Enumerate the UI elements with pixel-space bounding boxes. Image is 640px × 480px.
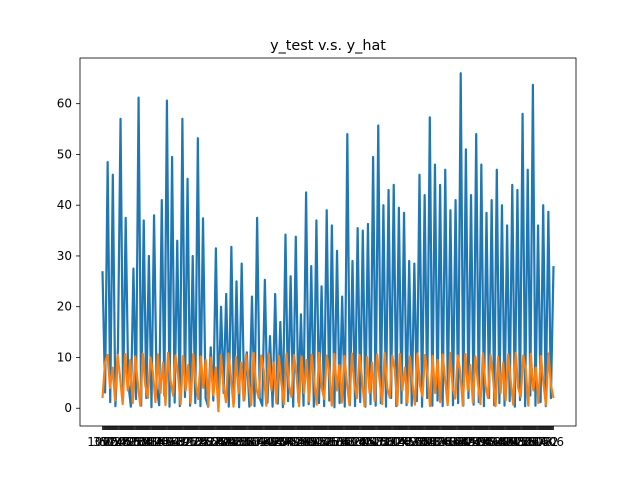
axes-frame — [79, 57, 577, 427]
x-tick-label: 5578 — [522, 435, 553, 449]
x-tick-label: 6028 — [99, 435, 130, 449]
x-tick-label: 5878 — [240, 435, 271, 449]
y-tick-label: 40 — [57, 198, 72, 212]
x-tick-label: 5476 — [279, 435, 310, 449]
x-tick-label: 3112 — [132, 435, 163, 449]
x-tick-label: 9550 — [511, 435, 542, 449]
x-tick-label: 4570 — [115, 435, 146, 449]
x-tick-label: 3364 — [234, 435, 265, 449]
x-tick-label: 9952 — [471, 435, 502, 449]
x-tick-label: 8242 — [387, 435, 418, 449]
y-tick-label: 0 — [64, 401, 72, 415]
x-tick-label: 3616 — [336, 435, 367, 449]
x-tick-label: 6280 — [200, 435, 231, 449]
x-tick-label: 4420 — [257, 435, 288, 449]
x-tick-label: 9598 — [127, 435, 158, 449]
x-tick-labels-overlapping: 1000351460288542205645707084959831125626… — [87, 435, 564, 449]
x-tick-label: 8494 — [488, 435, 519, 449]
x-tick-label: 4270 — [398, 435, 429, 449]
y-tick-label: 60 — [57, 97, 72, 111]
x-tick-label: 4924 — [460, 435, 491, 449]
x-tick-label: 9850 — [228, 435, 259, 449]
x-tick-label: 9196 — [166, 435, 197, 449]
x-tick-label: 5224 — [178, 435, 209, 449]
x-tick-label: 8392 — [245, 435, 276, 449]
x-tick-label: 5980 — [483, 435, 514, 449]
x-tick-label: 8644 — [347, 435, 378, 449]
x-tick-label: 2308 — [212, 435, 243, 449]
x-tick-label: 1756 — [392, 435, 423, 449]
x-tick-label: 4822 — [217, 435, 248, 449]
x-tick-label: 7438 — [466, 435, 497, 449]
x-tick-label: 1504 — [291, 435, 322, 449]
x-tick-label: 6382 — [443, 435, 474, 449]
series-line-2 — [101, 351, 555, 413]
y-axis: 0 10 20 30 40 50 60 — [57, 97, 80, 415]
x-tick-label: 5326 — [421, 435, 452, 449]
x-tick-label: 3766 — [195, 435, 226, 449]
x-tick-label: 2056 — [110, 435, 141, 449]
x-tick-label: 1906 — [251, 435, 282, 449]
x-tick-label: 7036 — [505, 435, 536, 449]
x-tick-label: 6682 — [161, 435, 192, 449]
x-tick-label: 6532 — [302, 435, 333, 449]
x-tick-label: 4522 — [500, 435, 531, 449]
x-tick-label: 8542 — [104, 435, 135, 449]
x-tick-label: 6784 — [404, 435, 435, 449]
x-tick-label: 9298 — [409, 435, 440, 449]
x-tick-label: 5728 — [381, 435, 412, 449]
x-tick-label: 3868 — [437, 435, 468, 449]
x-tick-label: 8794 — [206, 435, 237, 449]
x-tick-label: 3514 — [93, 435, 124, 449]
series-line-1 — [101, 72, 555, 409]
x-tick-label: 7588 — [324, 435, 355, 449]
x-tick-label: 2410 — [454, 435, 485, 449]
x-tick-label: 7738 — [183, 435, 214, 449]
x-tick-label: 3214 — [375, 435, 406, 449]
y-tick-label: 20 — [57, 300, 72, 314]
x-tick-label: 7990 — [285, 435, 316, 449]
x-tick-label: 8092 — [528, 435, 559, 449]
x-tick-label: 1252 — [189, 435, 220, 449]
x-tick-label: 9448 — [268, 435, 299, 449]
x-tick-label: 4672 — [358, 435, 389, 449]
x-tick-label: 2560 — [313, 435, 344, 449]
x-tick-label: 2158 — [353, 435, 384, 449]
series-layer — [101, 72, 555, 413]
x-tick-label: 4018 — [296, 435, 327, 449]
x-tick-label: 2812 — [415, 435, 446, 449]
y-tick-label: 10 — [57, 350, 72, 364]
x-tick-label: 8140 — [144, 435, 175, 449]
x-tick-label: 9046 — [308, 435, 339, 449]
x-tick-label: 2962 — [274, 435, 305, 449]
x-tick-label: 1102 — [330, 435, 361, 449]
x-tick-label: 1654 — [149, 435, 180, 449]
y-tick-label: 50 — [57, 147, 72, 161]
x-tick-label: 3466 — [477, 435, 508, 449]
chart-title: y_test v.s. y_hat — [270, 38, 386, 54]
x-tick-label: 1606 — [534, 435, 565, 449]
x-tick-label: 2008 — [494, 435, 525, 449]
x-tick-label: 3064 — [517, 435, 548, 449]
x-ticks — [102, 426, 554, 430]
x-axis: 1000351460288542205645707084959831125626… — [87, 426, 564, 449]
x-tick-label: 9700 — [370, 435, 401, 449]
x-tick-label: 4168 — [155, 435, 186, 449]
x-tick-label: 5626 — [138, 435, 169, 449]
x-tick-label: 8896 — [449, 435, 480, 449]
x-tick-label: 7336 — [223, 435, 254, 449]
x-tick-label: 7186 — [364, 435, 395, 449]
x-tick-label: 2710 — [172, 435, 203, 449]
x-tick-label: 6130 — [341, 435, 372, 449]
x-tick-label: 7840 — [426, 435, 457, 449]
y-tick-label: 30 — [57, 249, 72, 263]
x-tick-label: 6934 — [262, 435, 293, 449]
x-tick-label: 7084 — [121, 435, 152, 449]
x-tick-label: 1354 — [432, 435, 463, 449]
x-tick-label: 5074 — [319, 435, 350, 449]
x-tick-label: 1000 — [87, 435, 118, 449]
